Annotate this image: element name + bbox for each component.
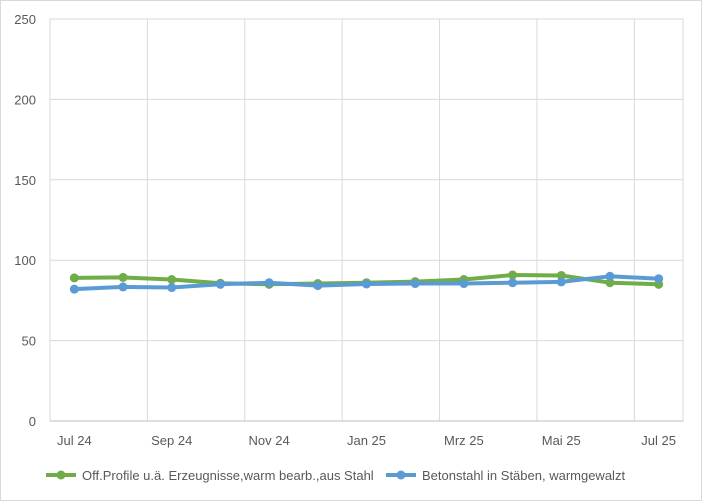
data-point (410, 279, 420, 289)
x-tick-label: Sep 24 (151, 433, 192, 448)
data-point (118, 282, 128, 292)
y-tick-label: 0 (29, 414, 36, 429)
y-tick-label: 250 (14, 12, 36, 27)
data-point (556, 277, 566, 287)
grid (49, 18, 684, 422)
data-point (556, 270, 566, 280)
series-layer (69, 270, 664, 294)
data-point (508, 270, 518, 280)
data-point (362, 279, 371, 289)
data-point (264, 278, 274, 288)
axes: 0 50 100 150 200 250 Jul 24 Sep 24 Nov 24 Jan 25 M… (14, 12, 683, 448)
x-tick-label: Jan 25 (347, 433, 386, 448)
y-tick-label: 150 (14, 173, 36, 188)
x-tick-label: Jul 24 (57, 433, 92, 448)
legend-item-1: Off.Profile u.ä. Erzeugnisse,warm bearb.… (46, 468, 374, 483)
data-point (215, 279, 225, 289)
legend-label: Betonstahl in Stäben, warmgewalzt (422, 468, 625, 483)
data-point (69, 284, 79, 294)
data-point (459, 279, 469, 289)
data-point (167, 274, 177, 284)
data-point (69, 273, 79, 283)
legend: Off.Profile u.ä. Erzeugnisse,warm bearb.… (46, 468, 625, 483)
series-2 (69, 271, 664, 294)
x-tick-label: Mai 25 (542, 433, 581, 448)
data-point (605, 278, 615, 288)
y-tick-label: 100 (14, 253, 36, 268)
x-tick-label: Mrz 25 (444, 433, 484, 448)
data-point (118, 272, 128, 282)
legend-marker (56, 470, 66, 480)
plot-area (49, 18, 684, 422)
x-tick-label: Jul 25 (641, 433, 676, 448)
legend-item-2: Betonstahl in Stäben, warmgewalzt (386, 468, 625, 483)
data-point (313, 281, 323, 291)
data-point (508, 278, 518, 288)
y-tick-label: 50 (22, 334, 36, 349)
x-tick-label: Nov 24 (249, 433, 290, 448)
legend-marker (396, 470, 406, 480)
data-point (605, 271, 615, 281)
y-tick-label: 200 (14, 92, 36, 107)
legend-label: Off.Profile u.ä. Erzeugnisse,warm bearb.… (82, 468, 374, 483)
data-point (167, 283, 177, 293)
data-point (654, 274, 664, 284)
